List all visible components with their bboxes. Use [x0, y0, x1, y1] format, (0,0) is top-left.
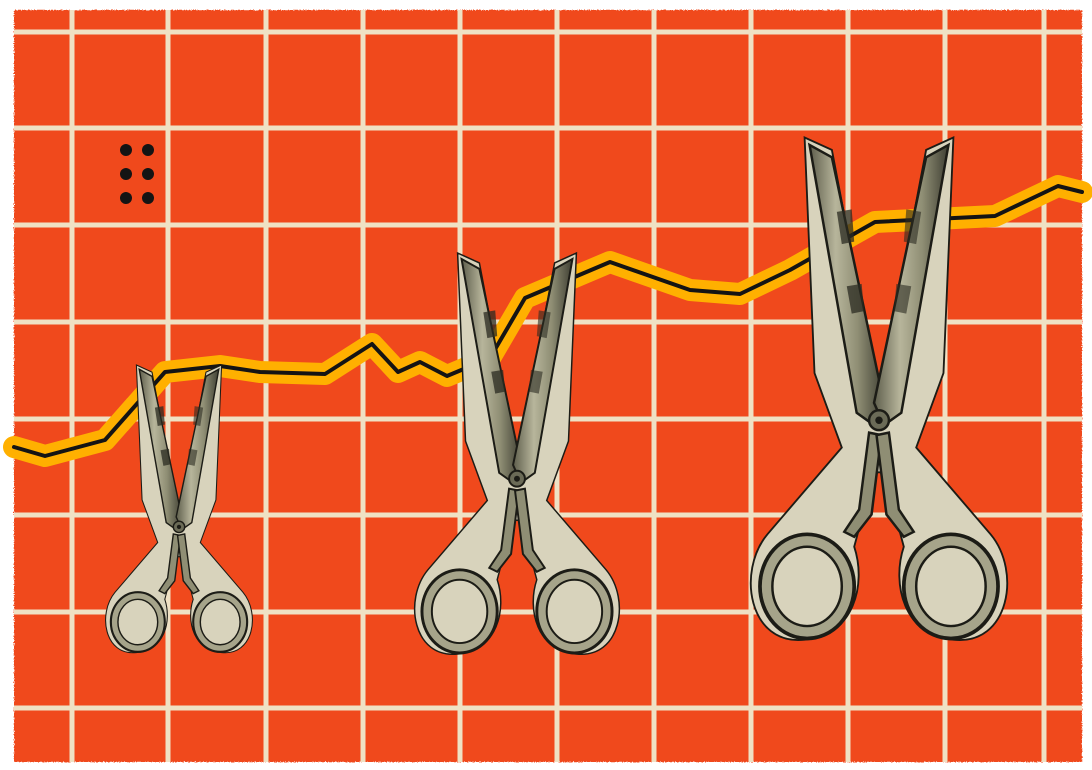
dot-pattern — [120, 144, 154, 204]
